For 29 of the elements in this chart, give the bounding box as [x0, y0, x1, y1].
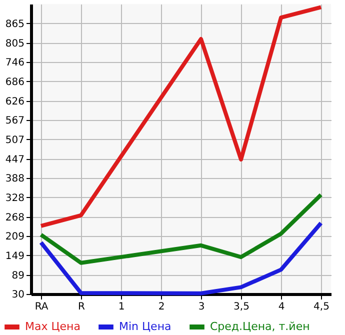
y-tick-label: 567 [5, 116, 24, 126]
legend-label: Max Цена [25, 320, 80, 333]
y-tick-label: 865 [5, 18, 24, 30]
y-tick-label: 447 [5, 154, 24, 166]
x-tick-label: RA [34, 302, 48, 312]
y-tick-label: 746 [5, 58, 24, 68]
legend-label: Сред.Цена, т.йен [210, 320, 310, 333]
x-tick-label: 3 [198, 302, 205, 312]
y-tick-label: 149 [5, 250, 24, 262]
line-series [39, 5, 323, 228]
y-tick-label: 626 [5, 96, 24, 108]
x-tick-label: 4 [278, 302, 285, 312]
x-tick-label: R [78, 302, 86, 312]
y-tick-label: 686 [5, 76, 24, 88]
y-tick-label: 30 [12, 290, 24, 300]
y-tick-label: 268 [5, 212, 24, 224]
y-tick-label: 388 [5, 174, 24, 184]
y-tick-label: 328 [5, 192, 24, 204]
x-tick-label: 1 [118, 302, 125, 312]
legend-label: Min Цена [119, 320, 172, 333]
x-tick-label: 3,5 [234, 302, 250, 312]
x-tick-label: 4,5 [314, 302, 330, 312]
y-tick-label: 209 [5, 232, 24, 242]
y-tick-label: 507 [5, 134, 24, 146]
line-series [39, 192, 323, 265]
y-tick-label: 89 [12, 270, 24, 282]
y-tick-label: 805 [5, 38, 24, 50]
x-tick-label: 2 [158, 302, 165, 312]
line-series [39, 221, 323, 296]
